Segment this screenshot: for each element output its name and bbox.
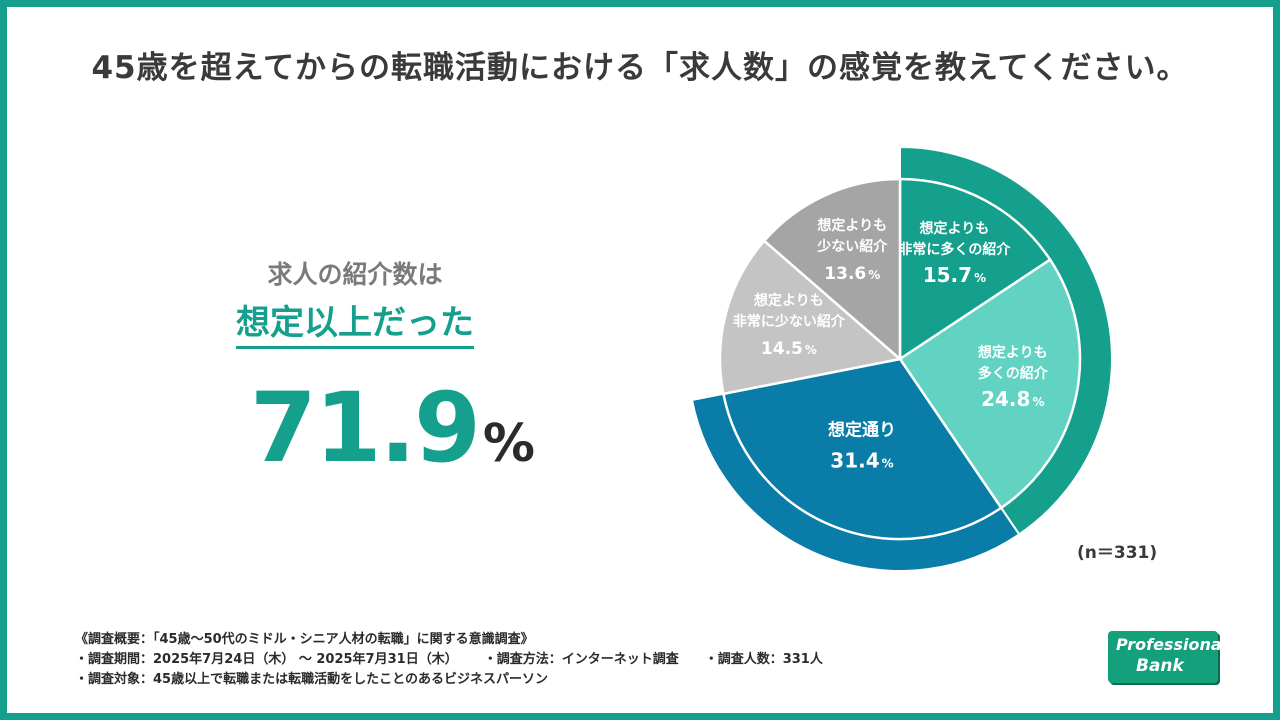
summary-unit: % — [482, 414, 535, 474]
pie-slice-label-4-0: 想定よりも — [816, 217, 887, 234]
summary-value: 71.9% — [250, 372, 535, 484]
footer-target: ・調査対象：45歳以上で転職または転職活動をしたことのあるビジネスパーソン — [75, 672, 548, 687]
pie-slice-label-1-1: 多くの紹介 — [978, 365, 1049, 382]
page-title: 45歳を超えてからの転職活動における「求人数」の感覚を教えてください。 — [91, 50, 1189, 86]
logo-line2: Bank — [1136, 656, 1184, 676]
professional-bank-logo: Professional Bank — [1108, 631, 1227, 683]
footer-period: ・調査期間：2025年7月24日（木） ～ 2025年7月31日（木） — [75, 652, 458, 667]
pie-slice-label-3-0: 想定よりも — [753, 292, 824, 309]
pie-slice-label-0-0: 想定よりも — [919, 220, 990, 237]
pie-slice-label-2-0: 想定通り — [828, 420, 896, 441]
pie-slice-label-0-1: 非常に多くの紹介 — [898, 241, 1011, 258]
pie-slice-2 — [721, 357, 1003, 541]
footer-method: ・調査方法：インターネット調査 — [483, 652, 679, 667]
summary-subtitle: 求人の紹介数は — [267, 260, 443, 289]
pie-slice-value-3: 14.5% — [761, 339, 817, 359]
pie-slice-value-1: 24.8% — [981, 387, 1044, 411]
pie-slice-label-1-0: 想定よりも — [977, 344, 1048, 361]
survey-footer: 《調査概要：「45歳～50代のミドル・シニア人材の転職」に関する意識調査》 ・調… — [75, 630, 823, 690]
pie-slice-value-4: 13.6% — [824, 264, 880, 284]
pie-slice-4 — [762, 177, 902, 362]
pie-slice-0 — [898, 177, 1052, 362]
footer-overview: 《調査概要：「45歳～50代のミドル・シニア人材の転職」に関する意識調査》 — [75, 632, 534, 647]
footer-count: ・調査人数：331人 — [704, 652, 823, 667]
sample-size: (n＝331) — [1077, 543, 1158, 563]
summary-number: 71.9 — [250, 372, 481, 484]
pie-slice-3 — [718, 239, 903, 396]
summary-block: 求人の紹介数は 想定以上だった — [200, 255, 510, 349]
logo-line1: Professional — [1116, 635, 1228, 654]
pie-slice-value-0: 15.7% — [923, 263, 986, 287]
pie-slice-label-4-1: 少ない紹介 — [816, 238, 888, 255]
summary-highlight: 想定以上だった — [236, 295, 474, 349]
pie-slice-label-3-1: 非常に少ない紹介 — [733, 313, 846, 330]
pie-slice-1 — [898, 257, 1082, 510]
footer-line2: ・調査期間：2025年7月24日（木） ～ 2025年7月31日（木） ・調査方法… — [75, 650, 823, 670]
pie-slice-value-2: 31.4% — [830, 449, 893, 473]
